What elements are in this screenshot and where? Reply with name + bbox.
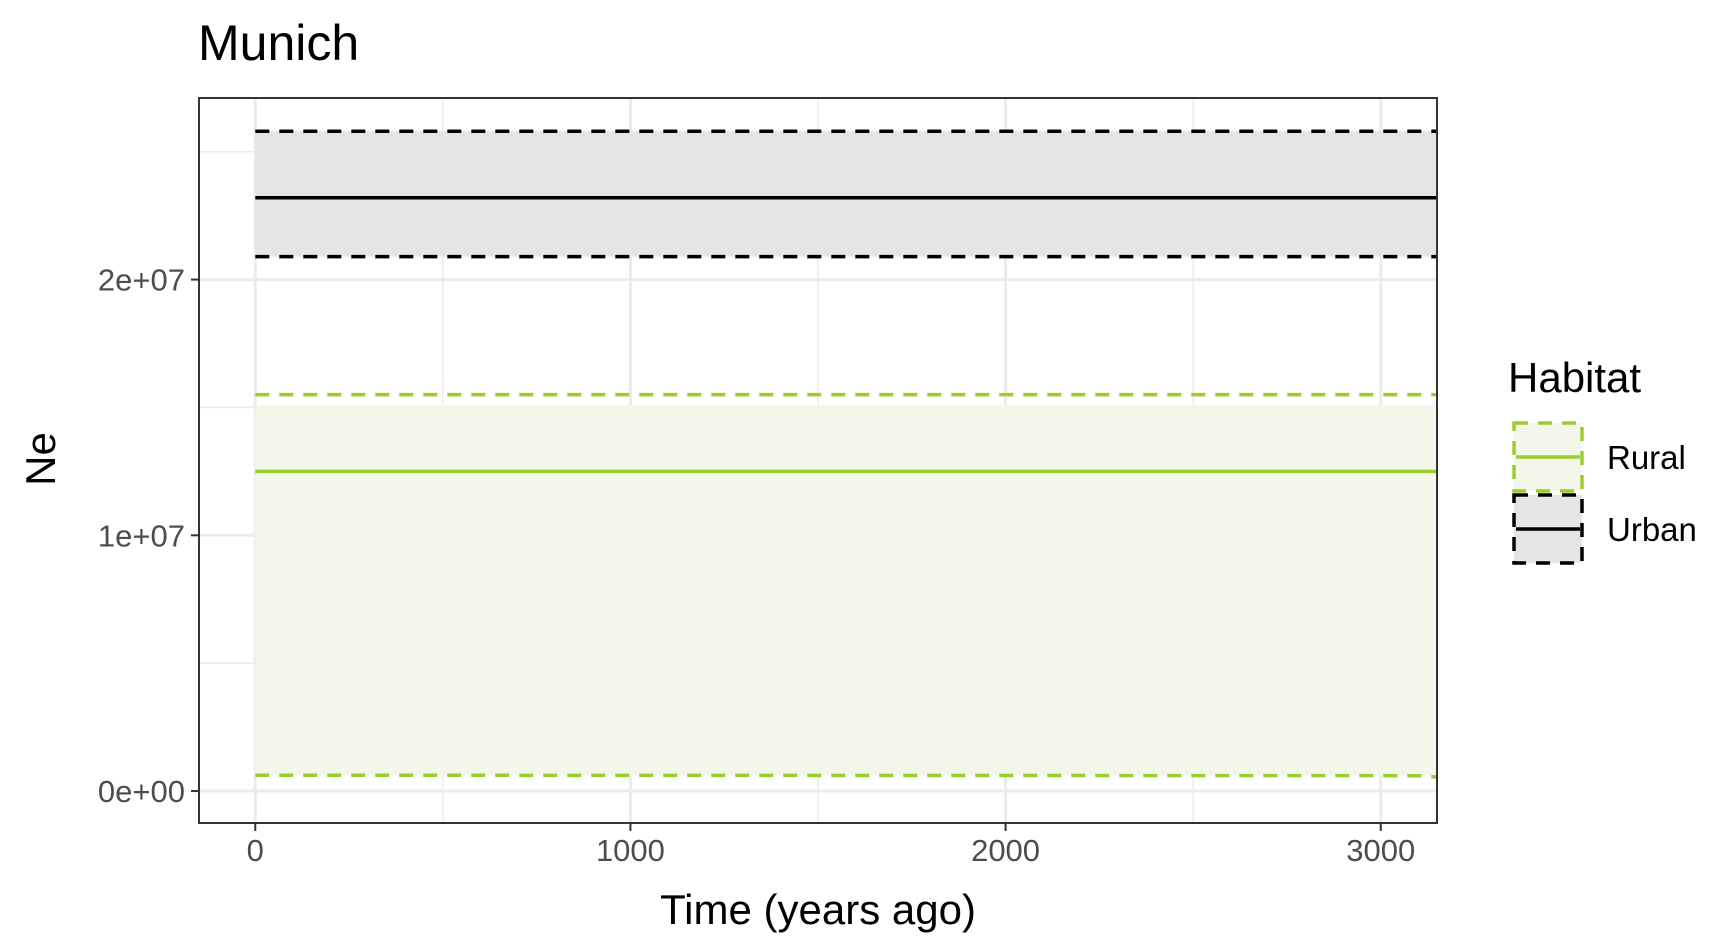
y-axis-title: Ne bbox=[17, 432, 64, 486]
y-tick-label: 0e+00 bbox=[98, 774, 185, 809]
legend-label-urban: Urban bbox=[1607, 511, 1697, 548]
legend-label-rural: Rural bbox=[1607, 439, 1686, 476]
plot-panel bbox=[199, 98, 1437, 823]
lower-bound-line-rural bbox=[255, 773, 1437, 779]
panel-border bbox=[198, 97, 1438, 824]
x-axis-title: Time (years ago) bbox=[660, 886, 976, 933]
legend: Habitat Rural Urban bbox=[1508, 354, 1697, 565]
ribbon-urban bbox=[255, 131, 1437, 257]
x-tick-label: 0 bbox=[247, 833, 264, 868]
x-tick-label: 1000 bbox=[596, 833, 665, 868]
axes: 0 1000 2000 3000 0e+00 1e+07 2e+07 bbox=[98, 97, 1438, 868]
legend-title: Habitat bbox=[1508, 354, 1641, 401]
chart-title: Munich bbox=[198, 15, 359, 71]
ribbon-rural bbox=[255, 404, 1437, 777]
x-tick-label: 2000 bbox=[971, 833, 1040, 868]
y-tick-label: 1e+07 bbox=[98, 518, 185, 553]
series-group bbox=[255, 129, 1437, 779]
x-tick-label: 3000 bbox=[1346, 833, 1415, 868]
y-tick-label: 2e+07 bbox=[98, 263, 185, 298]
